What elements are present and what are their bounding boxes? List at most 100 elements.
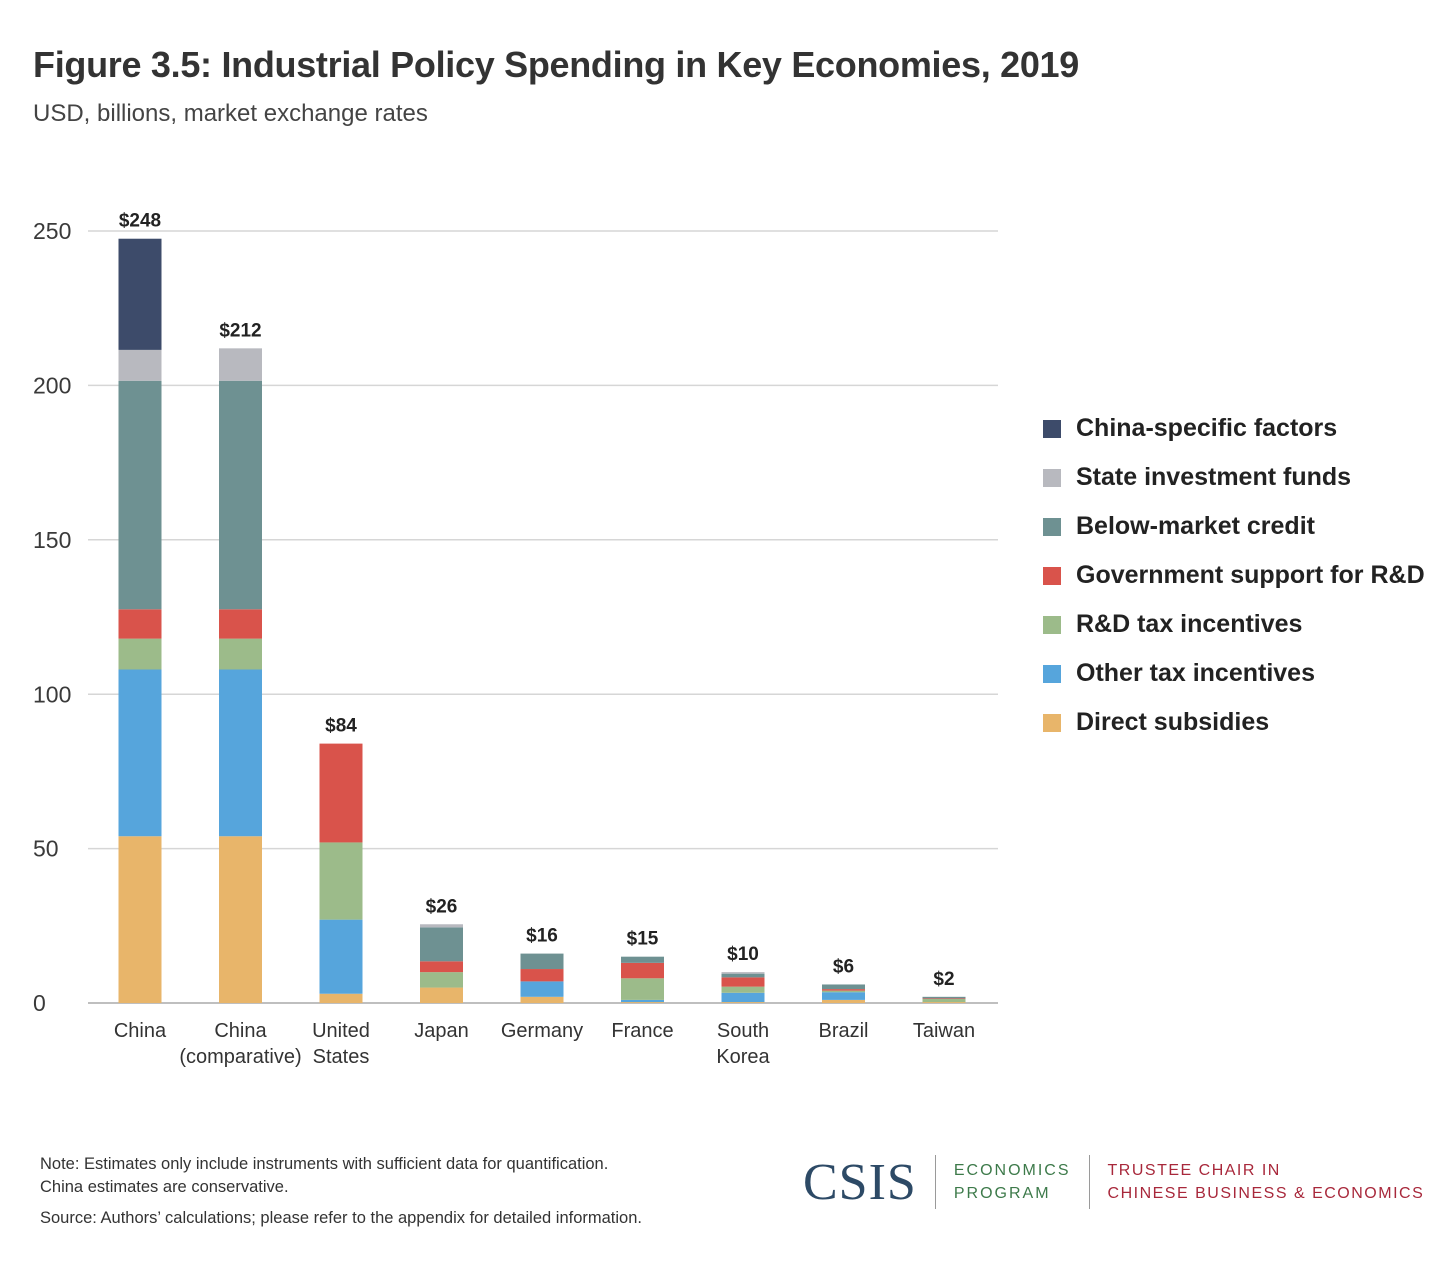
legend-item: Direct subsidies — [1043, 698, 1425, 747]
bar-segment — [721, 1002, 765, 1003]
bar-segment — [420, 927, 463, 962]
bar-segment — [520, 969, 564, 982]
bar-segment — [319, 993, 363, 1003]
total-label: $15 — [627, 929, 659, 950]
bar-segment — [118, 638, 162, 670]
x-category-label: Brazil — [818, 1020, 868, 1042]
bar-segment — [621, 956, 664, 963]
total-label: $26 — [426, 896, 458, 917]
bar-segment — [219, 669, 262, 837]
x-category-label: China — [114, 1020, 167, 1042]
x-category-label: France — [611, 1020, 673, 1042]
bar-segment — [118, 380, 162, 610]
trustee-line-1: TRUSTEE CHAIR IN — [1107, 1162, 1281, 1179]
source-note: Source: Authors’ calculations; please re… — [40, 1209, 642, 1227]
bar-segment — [420, 987, 463, 1003]
total-label: $2 — [933, 969, 954, 990]
bar-segment — [822, 990, 865, 993]
x-category-label: (comparative) — [179, 1046, 301, 1068]
csis-logo: CSIS ECONOMICS PROGRAM TRUSTEE CHAIR IN … — [803, 1152, 1424, 1212]
total-label: $16 — [526, 926, 558, 947]
legend-item: Other tax incentives — [1043, 649, 1425, 698]
bar-segment — [219, 380, 262, 610]
note-line-2: China estimates are conservative. — [40, 1178, 289, 1196]
bar-segment — [520, 996, 564, 1003]
bar-segment — [822, 984, 865, 990]
bar-segment — [219, 638, 262, 670]
x-category-label: Japan — [414, 1020, 469, 1042]
trustee-chair-label: TRUSTEE CHAIR IN CHINESE BUSINESS & ECON… — [1108, 1159, 1425, 1205]
y-tick-label: 100 — [33, 681, 71, 707]
x-category-label: Korea — [716, 1046, 770, 1068]
bar-segment — [822, 999, 865, 1003]
legend-label: State investment funds — [1076, 463, 1352, 491]
labels: 0 50 100 150 200 250 $248 China $212 China (compar… — [33, 211, 975, 1068]
bar-segment — [721, 977, 765, 987]
bar-segment — [118, 349, 162, 381]
bar-segment — [520, 953, 564, 970]
x-category-label: Germany — [501, 1020, 583, 1042]
legend-label: Direct subsidies — [1076, 708, 1270, 736]
bar-segment — [319, 743, 363, 843]
bar-segment — [922, 998, 966, 999]
legend-label: China-specific factors — [1076, 414, 1338, 442]
bar-segment — [219, 836, 262, 1003]
total-label: $212 — [219, 320, 261, 341]
bar-segment — [721, 972, 765, 974]
chart-subtitle: USD, billions, market exchange rates — [33, 100, 428, 127]
trustee-line-2: CHINESE BUSINESS & ECONOMICS — [1107, 1185, 1425, 1202]
bar-segment — [118, 609, 162, 639]
csis-wordmark: CSIS — [803, 1153, 917, 1211]
legend-item: State investment funds — [1043, 453, 1425, 502]
total-label: $84 — [325, 716, 357, 737]
legend-swatch — [1043, 517, 1061, 536]
bar-segment — [621, 1002, 664, 1003]
bar-segment — [420, 972, 463, 988]
bar-segment — [621, 999, 664, 1003]
bar-segment — [822, 989, 865, 991]
legend-label: Below-market credit — [1076, 512, 1315, 540]
legend-item: Government support for R&D — [1043, 551, 1425, 600]
bar-segment — [520, 981, 564, 997]
legend-label: Other tax incentives — [1076, 659, 1315, 687]
bar-segment — [721, 986, 765, 993]
bar-segment — [118, 669, 162, 837]
logo-divider — [934, 1155, 936, 1209]
total-label: $10 — [727, 944, 759, 965]
bar-segment — [721, 973, 765, 978]
legend-item: Below-market credit — [1043, 502, 1425, 551]
y-tick-label: 200 — [33, 372, 71, 398]
bar-segment — [822, 992, 865, 1000]
chart-title: Figure 3.5: Industrial Policy Spending i… — [33, 44, 1079, 85]
econ-line-2: PROGRAM — [953, 1185, 1051, 1202]
x-category-label: States — [313, 1046, 370, 1068]
legend-label: Government support for R&D — [1076, 561, 1425, 589]
bar-segment — [621, 962, 664, 979]
econ-line-1: ECONOMICS — [953, 1162, 1071, 1179]
y-tick-label: 0 — [33, 990, 46, 1016]
note-line-1: Note: Estimates only include instruments… — [40, 1155, 609, 1173]
legend-swatch — [1043, 615, 1061, 634]
bar-segment — [420, 961, 463, 973]
bar-segment — [721, 992, 765, 1003]
economics-program-label: ECONOMICS PROGRAM — [954, 1159, 1071, 1205]
bar-segment — [420, 924, 463, 928]
bar-segment — [319, 919, 363, 994]
y-tick-label: 250 — [33, 218, 71, 244]
bar-segment — [219, 348, 262, 381]
legend-swatch — [1043, 664, 1061, 683]
legend-item: R&D tax incentives — [1043, 600, 1425, 649]
legend-swatch — [1043, 419, 1061, 438]
bar-segment — [118, 238, 162, 350]
legend: China-specific factors State investment f… — [1043, 404, 1425, 747]
bar-segment — [219, 609, 262, 639]
x-category-label: China — [214, 1020, 267, 1042]
legend-item: China-specific factors — [1043, 404, 1425, 453]
bar-segment — [118, 836, 162, 1003]
legend-swatch — [1043, 468, 1061, 487]
bar-segment — [319, 842, 363, 920]
bar-segment — [922, 996, 966, 999]
bars — [118, 238, 966, 1003]
bar-segment — [922, 998, 966, 1003]
